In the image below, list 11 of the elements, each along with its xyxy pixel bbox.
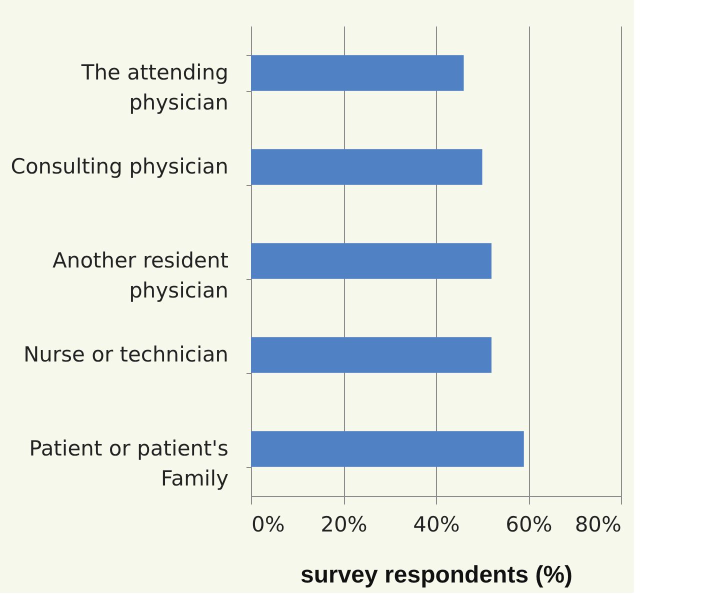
y-tick-label: Nurse or technician	[23, 342, 228, 366]
y-tick-label: Patient or patient's Family	[29, 436, 228, 490]
x-tick-label: 60%	[506, 512, 552, 536]
x-tick-label: 40%	[413, 512, 460, 536]
x-tick-label: 20%	[320, 512, 368, 536]
x-tick-label: 80%	[574, 512, 622, 536]
y-tick-label: The attending physician	[80, 60, 228, 114]
x-axis-title: survey respondents (%)	[300, 562, 573, 588]
y-tick-label: Another resident physician	[52, 248, 228, 302]
y-tick-label: Consulting physician	[10, 154, 228, 178]
x-tick-label: 0%	[252, 512, 285, 536]
